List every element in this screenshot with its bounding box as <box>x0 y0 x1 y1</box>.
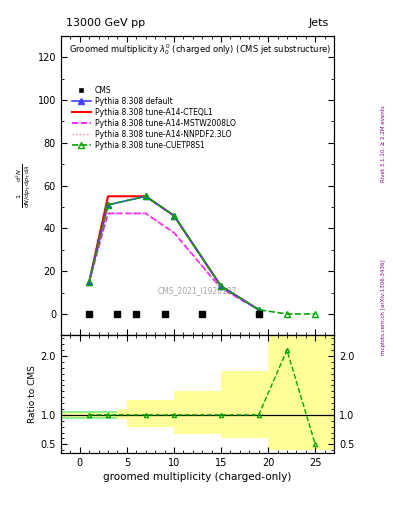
Text: Jets: Jets <box>309 18 329 28</box>
Text: 13000 GeV pp: 13000 GeV pp <box>66 18 145 28</box>
X-axis label: groomed multiplicity (charged-only): groomed multiplicity (charged-only) <box>103 472 292 482</box>
Text: mcplots.cern.ch [arXiv:1306.3436]: mcplots.cern.ch [arXiv:1306.3436] <box>381 260 386 355</box>
Text: CMS_2021_I1920187: CMS_2021_I1920187 <box>158 286 237 295</box>
Legend: CMS, Pythia 8.308 default, Pythia 8.308 tune-A14-CTEQL1, Pythia 8.308 tune-A14-M: CMS, Pythia 8.308 default, Pythia 8.308 … <box>70 84 237 151</box>
Point <box>162 310 168 318</box>
Y-axis label: Ratio to CMS: Ratio to CMS <box>28 365 37 423</box>
Point <box>199 310 205 318</box>
Point <box>86 310 92 318</box>
Y-axis label: $\frac{1}{\mathrm{d}N/\mathrm{d}p_\mathrm{T}} \frac{\mathrm{d}^2 N}{\mathrm{d}p_: $\frac{1}{\mathrm{d}N/\mathrm{d}p_\mathr… <box>15 163 33 208</box>
Point <box>114 310 121 318</box>
Point <box>133 310 140 318</box>
Text: Rivet 3.1.10, ≥ 2.2M events: Rivet 3.1.10, ≥ 2.2M events <box>381 105 386 182</box>
Point <box>255 310 262 318</box>
Text: Groomed multiplicity $\lambda_0^0$ (charged only) (CMS jet substructure): Groomed multiplicity $\lambda_0^0$ (char… <box>69 42 331 57</box>
